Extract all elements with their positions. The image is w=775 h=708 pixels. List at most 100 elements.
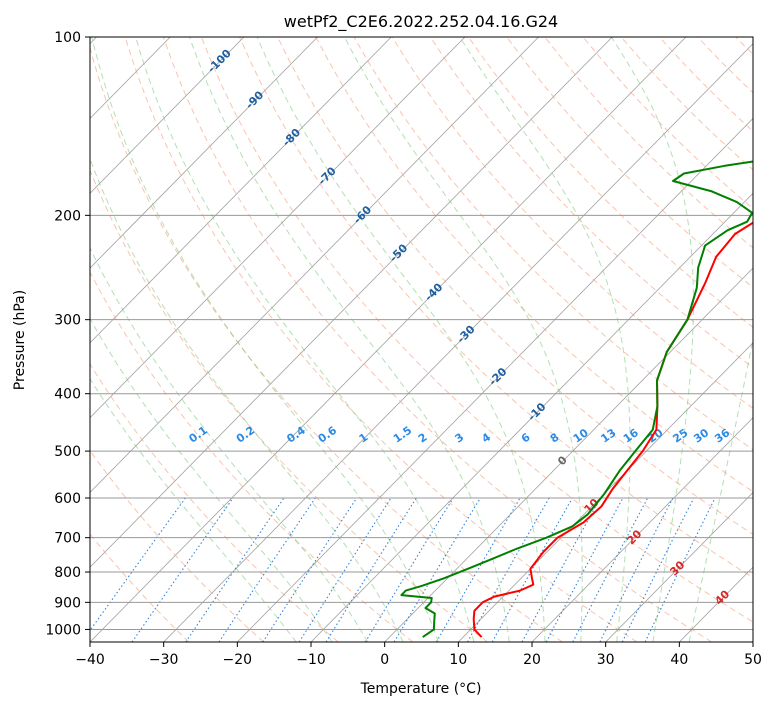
moist-adiabat-line [343,37,583,642]
mixing-ratio-label: 10 [571,426,591,446]
plot-frame [89,36,754,643]
moist-adiabat-line [135,37,475,642]
mixing-ratio-line [572,497,649,642]
mixing-ratio-line [262,497,358,642]
isotherm-line [163,43,753,642]
x-tick-label: 20 [523,652,541,668]
mixing-ratio-line [364,497,454,642]
mixing-ratio-label: 30 [691,426,711,446]
dry-adiabat-line [429,37,753,369]
mixing-ratio-line [545,497,624,642]
y-tick-label: 300 [54,313,81,329]
mixing-ratio-label: 36 [712,426,732,446]
y-axis-label: Pressure (hPa) [12,290,28,390]
isotherm-line [90,37,245,194]
mixing-ratio-line [393,497,481,642]
mixing-ratio-line [621,497,695,642]
dry-adiabat-line [124,37,638,642]
isotherm-line [458,342,753,642]
moist-adiabat-line [90,317,333,642]
isotherm-line [531,417,753,642]
mixing-ratio-label: 0.6 [316,424,340,446]
moist-adiabat-line [91,37,439,642]
mixing-ratio-label: 1.5 [391,424,414,446]
dry-adiabat-label: -90 [243,88,266,111]
x-tick-label: 30 [597,652,615,668]
isotherm-line [90,37,392,344]
y-tick-label: 800 [54,565,81,581]
dry-adiabat-label: 10 [582,496,602,516]
mixing-ratio-label: 6 [519,430,533,445]
mixing-ratio-line [218,497,316,642]
mixing-ratio-line [185,497,285,642]
y-tick-label: 400 [54,387,81,403]
y-tick-label: 100 [54,30,81,46]
moist-adiabat-line [90,377,297,642]
isotherm-line [90,37,539,493]
x-tick-label: −30 [149,652,179,668]
isotherm-line [605,491,753,642]
dry-adiabat-line [544,37,753,249]
x-tick-label: −20 [223,652,253,668]
x-tick-label: 0 [380,652,389,668]
y-tick-label: 900 [54,595,81,611]
dry-adiabat-line [468,37,753,328]
isotherm-line [384,267,753,642]
dry-adiabat-line [582,37,753,210]
x-tick-label: 10 [449,652,467,668]
isotherm-line [752,641,753,642]
dry-adiabat-line [200,37,753,623]
mixing-ratio-label: 25 [670,426,690,445]
x-tick-label: 50 [744,652,762,668]
moist-adiabat-line [688,336,753,642]
x-tick-label: −10 [296,652,326,668]
dry-adiabat-line [735,37,753,56]
isotherm-line [237,117,753,642]
dry-adiabat-line [391,37,753,409]
dry-adiabat-line [90,169,488,642]
chart-title: wetPf2_C2E6.2022.252.04.16.G24 [284,12,558,32]
isotherm-line [90,37,318,269]
dry-adiabat-label: -60 [351,203,374,226]
y-tick-label: 200 [54,208,81,224]
dry-adiabat-line [239,37,753,579]
dry-adiabat-line [90,46,563,642]
mixing-ratio-line [467,497,550,642]
mixing-ratio-line [90,497,186,632]
dry-adiabat-line [697,37,753,94]
y-tick-label: 500 [54,444,81,460]
dry-adiabat-line [658,37,753,132]
mixing-ratio-label: 13 [598,426,618,445]
y-axis: 100 200 300 400 500 600 700 800 900 1000 [45,30,90,638]
mixing-ratio-line [491,497,573,642]
isotherm-line [90,37,687,642]
mixing-ratio-line [435,497,521,642]
dry-adiabat-line [315,37,753,493]
moist-adiabat-line [611,37,694,642]
y-tick-label: 1000 [45,622,81,638]
dry-adiabat-line [90,271,414,642]
mixing-ratio-line [599,497,674,642]
isotherm-line [90,37,613,568]
dry-adiabat-line [90,363,339,642]
x-tick-label: 40 [670,652,688,668]
moist-adiabat-line [459,37,631,642]
dry-adiabat-label: 30 [667,558,687,578]
dry-adiabat-line [90,449,264,642]
background-lines [90,37,753,642]
dewpoint-line [400,160,753,638]
dry-adiabat-line [353,37,753,451]
mixing-ratio-label: 0.1 [187,424,210,446]
mixing-ratio-line [521,497,601,642]
x-tick-label: −40 [75,652,105,668]
x-axis-label: Temperature (°C) [360,681,482,697]
profile-lines [400,160,753,638]
mixing-ratio-label: 2 [416,431,430,446]
dry-adiabat-line [620,37,753,171]
x-axis: −40 −30 −20 −10 0 10 20 30 40 50 [75,642,762,668]
dry-adiabat-label: -50 [387,241,410,264]
mixing-ratio-line [644,497,716,642]
mixing-ratio-line [131,497,234,642]
dry-adiabat-line [277,37,753,535]
mixing-ratio-label: 0.2 [234,424,257,446]
